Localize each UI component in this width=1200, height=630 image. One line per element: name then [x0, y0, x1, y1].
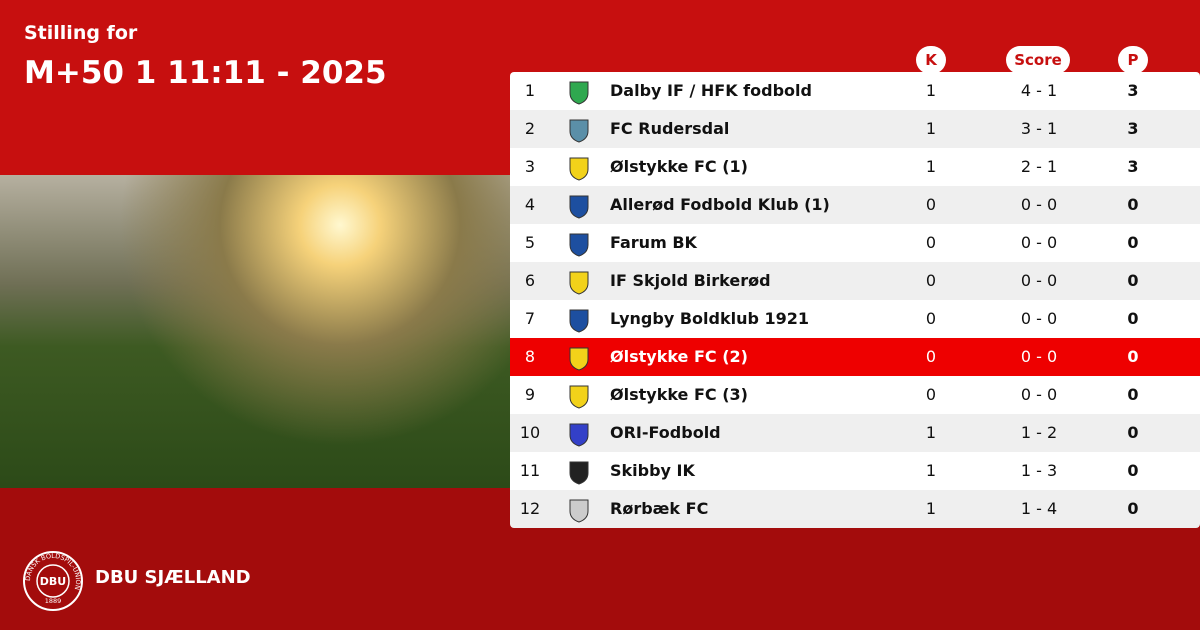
- matches: 0: [925, 271, 937, 290]
- team-name: Ølstykke FC (1): [610, 157, 748, 176]
- score: 1 - 2: [1020, 423, 1058, 442]
- team-name: IF Skjold Birkerød: [610, 271, 771, 290]
- column-header: P: [1118, 46, 1148, 74]
- rank: 9: [524, 385, 536, 404]
- score: 0 - 0: [1020, 309, 1058, 328]
- table-row: 9 Ølstykke FC (3) 0 0 - 0 0: [510, 376, 1200, 414]
- matches: 1: [925, 423, 937, 442]
- team-logo: [569, 499, 589, 523]
- matches: 0: [925, 233, 937, 252]
- matches: 1: [925, 461, 937, 480]
- matches: 0: [925, 347, 937, 366]
- team-name: Dalby IF / HFK fodbold: [610, 81, 812, 100]
- score: 3 - 1: [1020, 119, 1058, 138]
- standings-table: 1 Dalby IF / HFK fodbold 1 4 - 1 3 2 FC Ruders…: [510, 72, 1200, 528]
- points: 3: [1127, 157, 1139, 176]
- logo-text: DBU: [40, 575, 66, 588]
- table-row: 3 Ølstykke FC (1) 1 2 - 1 3: [510, 148, 1200, 186]
- table-row: 10 ORI-Fodbold 1 1 - 2 0: [510, 414, 1200, 452]
- score: 0 - 0: [1020, 347, 1058, 366]
- kicker: Stilling for: [24, 22, 138, 44]
- rank: 5: [524, 233, 536, 252]
- column-header: K: [916, 46, 946, 74]
- team-name: Rørbæk FC: [610, 499, 709, 518]
- team-logo: [569, 195, 589, 219]
- score: 1 - 4: [1020, 499, 1058, 518]
- table-row: 5 Farum BK 0 0 - 0 0: [510, 224, 1200, 262]
- table-row: 12 Rørbæk FC 1 1 - 4 0: [510, 490, 1200, 528]
- team-logo: [569, 385, 589, 409]
- points: 0: [1127, 271, 1139, 290]
- team-logo: [569, 309, 589, 333]
- team-name: Ølstykke FC (3): [610, 385, 748, 404]
- team-name: Ølstykke FC (2): [610, 347, 748, 366]
- table-row: 2 FC Rudersdal 1 3 - 1 3: [510, 110, 1200, 148]
- matches: 0: [925, 385, 937, 404]
- team-logo: [569, 461, 589, 485]
- rank: 3: [524, 157, 536, 176]
- rank: 10: [519, 423, 541, 442]
- table-row: 7 Lyngby Boldklub 1921 0 0 - 0 0: [510, 300, 1200, 338]
- table-row: 8 Ølstykke FC (2) 0 0 - 0 0: [510, 338, 1200, 376]
- dbu-logo: DANSK BOLDSPIL-UNION 1889 DBU: [23, 551, 83, 611]
- score: 2 - 1: [1020, 157, 1058, 176]
- team-logo: [569, 157, 589, 181]
- matches: 1: [925, 81, 937, 100]
- score: 1 - 3: [1020, 461, 1058, 480]
- score: 0 - 0: [1020, 233, 1058, 252]
- team-name: Skibby IK: [610, 461, 695, 480]
- rank: 8: [524, 347, 536, 366]
- score: 4 - 1: [1020, 81, 1058, 100]
- matches: 1: [925, 499, 937, 518]
- team-logo: [569, 423, 589, 447]
- team-logo: [569, 81, 589, 105]
- score: 0 - 0: [1020, 195, 1058, 214]
- rank: 2: [524, 119, 536, 138]
- points: 0: [1127, 347, 1139, 366]
- table-row: 11 Skibby IK 1 1 - 3 0: [510, 452, 1200, 490]
- photo: [0, 175, 510, 488]
- points: 3: [1127, 81, 1139, 100]
- score: 0 - 0: [1020, 385, 1058, 404]
- matches: 1: [925, 119, 937, 138]
- team-name: Allerød Fodbold Klub (1): [610, 195, 830, 214]
- team-logo: [569, 271, 589, 295]
- points: 0: [1127, 423, 1139, 442]
- title: M+50 1 11:11 - 2025: [24, 55, 387, 91]
- team-name: Lyngby Boldklub 1921: [610, 309, 810, 328]
- points: 0: [1127, 385, 1139, 404]
- points: 3: [1127, 119, 1139, 138]
- matches: 0: [925, 309, 937, 328]
- points: 0: [1127, 233, 1139, 252]
- team-name: Farum BK: [610, 233, 697, 252]
- points: 0: [1127, 309, 1139, 328]
- team-name: ORI-Fodbold: [610, 423, 721, 442]
- column-header: Score: [1006, 46, 1070, 74]
- matches: 0: [925, 195, 937, 214]
- team-name: FC Rudersdal: [610, 119, 730, 138]
- score: 0 - 0: [1020, 271, 1058, 290]
- matches: 1: [925, 157, 937, 176]
- rank: 7: [524, 309, 536, 328]
- points: 0: [1127, 195, 1139, 214]
- table-row: 4 Allerød Fodbold Klub (1) 0 0 - 0 0: [510, 186, 1200, 224]
- rank: 4: [524, 195, 536, 214]
- team-logo: [569, 233, 589, 257]
- rank: 1: [524, 81, 536, 100]
- rank: 6: [524, 271, 536, 290]
- rank: 11: [519, 461, 541, 480]
- brand: DBU SJÆLLAND: [95, 567, 251, 588]
- team-logo: [569, 119, 589, 143]
- points: 0: [1127, 461, 1139, 480]
- table-row: 6 IF Skjold Birkerød 0 0 - 0 0: [510, 262, 1200, 300]
- table-row: 1 Dalby IF / HFK fodbold 1 4 - 1 3: [510, 72, 1200, 110]
- team-logo: [569, 347, 589, 371]
- points: 0: [1127, 499, 1139, 518]
- logo-year: 1889: [45, 597, 62, 605]
- rank: 12: [519, 499, 541, 518]
